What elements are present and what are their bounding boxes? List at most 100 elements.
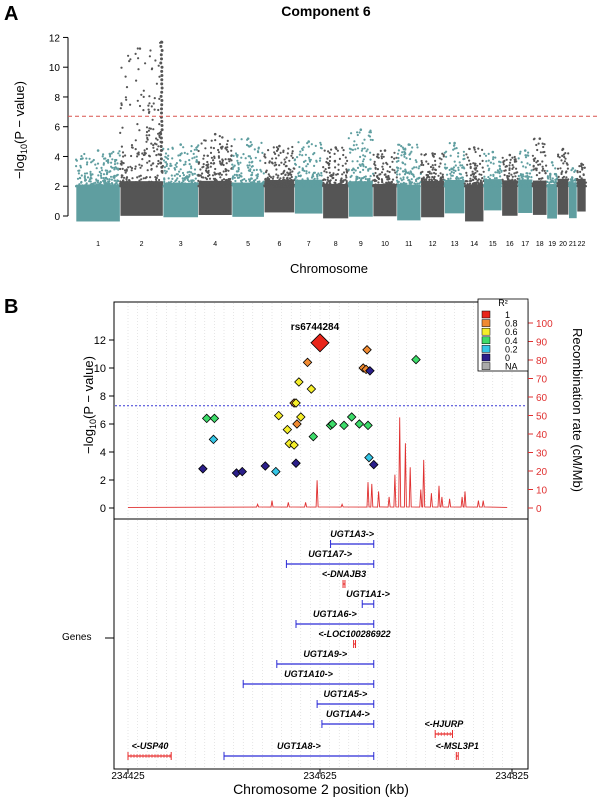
y2-tick-label: 50 <box>536 412 548 423</box>
snp-point <box>327 419 338 429</box>
chromosome-19-body <box>547 184 557 219</box>
snp-point <box>308 431 319 442</box>
x-tick-label: 5 <box>246 241 250 248</box>
gene-label: UGT1A1-> <box>346 589 391 599</box>
gene-label: UGT1A4-> <box>326 709 371 719</box>
panel-a-letter: A <box>4 3 18 25</box>
legend-swatch <box>481 362 491 370</box>
chart-b-recombination-line <box>127 417 508 508</box>
legend-label: 0.4 <box>505 336 518 346</box>
gene-label: UGT1A7-> <box>308 549 353 559</box>
y2-tick-label: 70 <box>536 375 548 386</box>
chromosome-11-body <box>397 184 421 221</box>
y2-tick-label: 30 <box>536 449 548 460</box>
chromosome-10-body <box>373 183 397 217</box>
snp-point <box>354 419 365 429</box>
chromosome-5-points <box>231 137 266 188</box>
chromosome-9-body <box>348 181 373 217</box>
chromosome-14-points <box>463 146 485 188</box>
snp-point <box>292 419 302 429</box>
x-tick-label: 6 <box>277 241 281 248</box>
x-tick-label: 234825 <box>495 771 529 782</box>
chromosome-20-body <box>557 178 569 215</box>
chart-b-genes-grid <box>127 520 513 768</box>
x-tick-label: 13 <box>451 241 459 248</box>
chart-a-x-tick-labels: 1 2 3 4 5 6 7 8 9 10 11 12 13 14 15 16 17 18 19 20 21 22 <box>96 241 585 248</box>
x-tick-label: 9 <box>359 241 363 248</box>
y-tick-label: 0 <box>54 212 60 223</box>
x-tick-label: 10 <box>381 241 389 248</box>
snp-point <box>291 458 301 468</box>
chromosome-8-points <box>322 146 350 188</box>
chart-b-y-axis-left: 0 2 4 6 8 10 12 <box>94 335 114 515</box>
y2-tick-label: 90 <box>536 338 548 349</box>
y2-tick-label: 0 <box>536 504 542 515</box>
legend-swatch <box>481 353 491 362</box>
chromosome-7-points <box>293 140 324 188</box>
chromosome-1-points <box>75 149 122 188</box>
y2-tick-label: 60 <box>536 393 548 404</box>
chart-b-x-ticks: 234425 234625 234825 <box>111 769 529 782</box>
chromosome-13-points <box>443 141 466 188</box>
snp-point <box>273 410 284 421</box>
y-tick-label: 6 <box>100 419 106 431</box>
y-tick-label: 2 <box>54 182 60 193</box>
legend-label: 1 <box>505 310 510 320</box>
chromosome-10-points <box>372 149 398 188</box>
chromosome-11-points <box>395 143 422 188</box>
chart-a-ylabel: −log10(P − value) <box>12 81 29 179</box>
chromosome-3-body <box>163 182 199 218</box>
gene-track: <-LOC100286922 <box>318 629 391 648</box>
chart-a-title: Component 6 <box>281 3 371 19</box>
snp-point <box>294 377 304 387</box>
y-tick-label: 12 <box>49 33 61 44</box>
y2-tick-label: 20 <box>536 467 548 478</box>
chromosome-5-body <box>232 182 264 217</box>
x-tick-label: 8 <box>334 241 338 248</box>
gene-track: <-HJURP <box>424 719 464 738</box>
y-tick-label: 10 <box>94 363 106 375</box>
y2-tick-label: 40 <box>536 430 548 441</box>
x-tick-label: 3 <box>179 241 183 248</box>
x-tick-label: 17 <box>521 241 529 248</box>
gene-track: UGT1A3-> <box>330 529 375 548</box>
chart-b-points <box>198 333 421 478</box>
x-tick-label: 22 <box>578 241 586 248</box>
snp-point <box>271 466 281 477</box>
x-tick-label: 15 <box>489 241 497 248</box>
gene-track: <-DNAJB3 <box>322 569 366 588</box>
legend-swatch <box>481 336 491 345</box>
chromosome-4-points <box>197 132 233 188</box>
x-tick-label: 1 <box>96 241 100 248</box>
snp-point <box>362 345 372 355</box>
legend-swatch <box>481 310 491 319</box>
genes-label: Genes <box>62 632 91 643</box>
snp-point <box>201 413 212 424</box>
legend-label: 0 <box>505 353 510 363</box>
legend-swatch <box>481 327 491 336</box>
legend-swatch <box>481 345 491 353</box>
snp-point <box>291 398 301 408</box>
snp-point <box>411 354 421 365</box>
gene-track: UGT1A9-> <box>276 649 375 668</box>
gene-track: UGT1A7-> <box>285 549 375 568</box>
chromosome-15-points <box>482 150 503 188</box>
gene-track: <-USP40 <box>127 741 172 760</box>
gene-track: UGT1A10-> <box>242 669 375 688</box>
snp-point <box>289 440 299 450</box>
x-tick-label: 12 <box>429 241 437 248</box>
chromosome-2-points <box>119 40 164 188</box>
snp-point <box>302 357 313 368</box>
y-tick-label: 12 <box>94 335 106 347</box>
chromosome-17-points <box>517 149 534 188</box>
gene-label: <-HJURP <box>424 719 464 729</box>
chromosome-21-body <box>569 182 577 219</box>
x-tick-label: 7 <box>307 241 311 248</box>
snp-point <box>339 420 349 431</box>
chromosome-20-points <box>556 147 570 188</box>
legend-label: 0.8 <box>505 319 518 329</box>
x-tick-label: 20 <box>559 241 567 248</box>
